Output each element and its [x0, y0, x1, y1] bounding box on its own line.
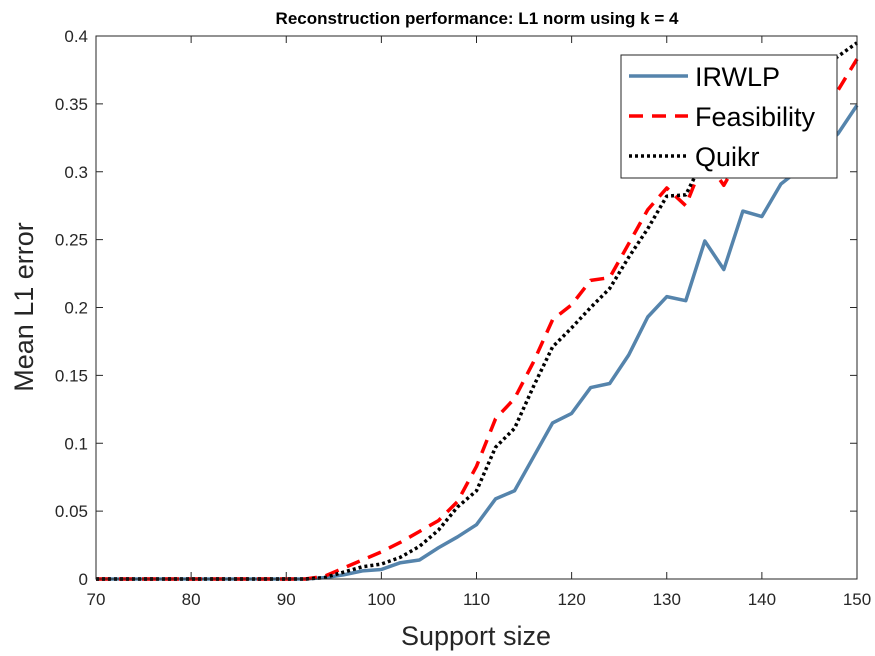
legend-label-quikr: Quikr	[695, 142, 760, 172]
legend: IRWLP Feasibility Quikr	[620, 54, 838, 179]
legend-label-feasibility: Feasibility	[695, 102, 816, 132]
chart-title: Reconstruction performance: L1 norm usin…	[276, 9, 679, 28]
x-tick-label: 90	[277, 590, 296, 609]
y-tick-label: 0.25	[55, 231, 88, 250]
legend-label-irwlp: IRWLP	[695, 62, 780, 92]
x-tick-label: 110	[463, 590, 490, 609]
y-tick-label: 0.1	[64, 434, 88, 453]
y-tick-label: 0.05	[55, 502, 88, 521]
axes: 70 80 90 100 110 120 130 140 150 0 0.05 0.1 0.15 0.2 0…	[55, 27, 871, 609]
x-tick-label: 70	[87, 590, 106, 609]
x-tick-label: 140	[748, 590, 776, 609]
x-tick-label: 100	[367, 590, 395, 609]
y-tick-label: 0.4	[64, 27, 88, 46]
y-tick-label: 0.15	[55, 366, 88, 385]
y-tick-label: 0.3	[64, 163, 88, 182]
y-tick-label: 0.35	[55, 95, 88, 114]
x-tick-label: 130	[653, 590, 681, 609]
x-tick-label: 120	[557, 590, 585, 609]
x-tick-label: 150	[843, 590, 871, 609]
y-tick-label: 0	[79, 570, 88, 589]
x-axis-label: Support size	[401, 621, 551, 651]
y-tick-label: 0.2	[64, 299, 88, 318]
x-tick-label: 80	[182, 590, 201, 609]
y-axis-label: Mean L1 error	[9, 222, 39, 392]
